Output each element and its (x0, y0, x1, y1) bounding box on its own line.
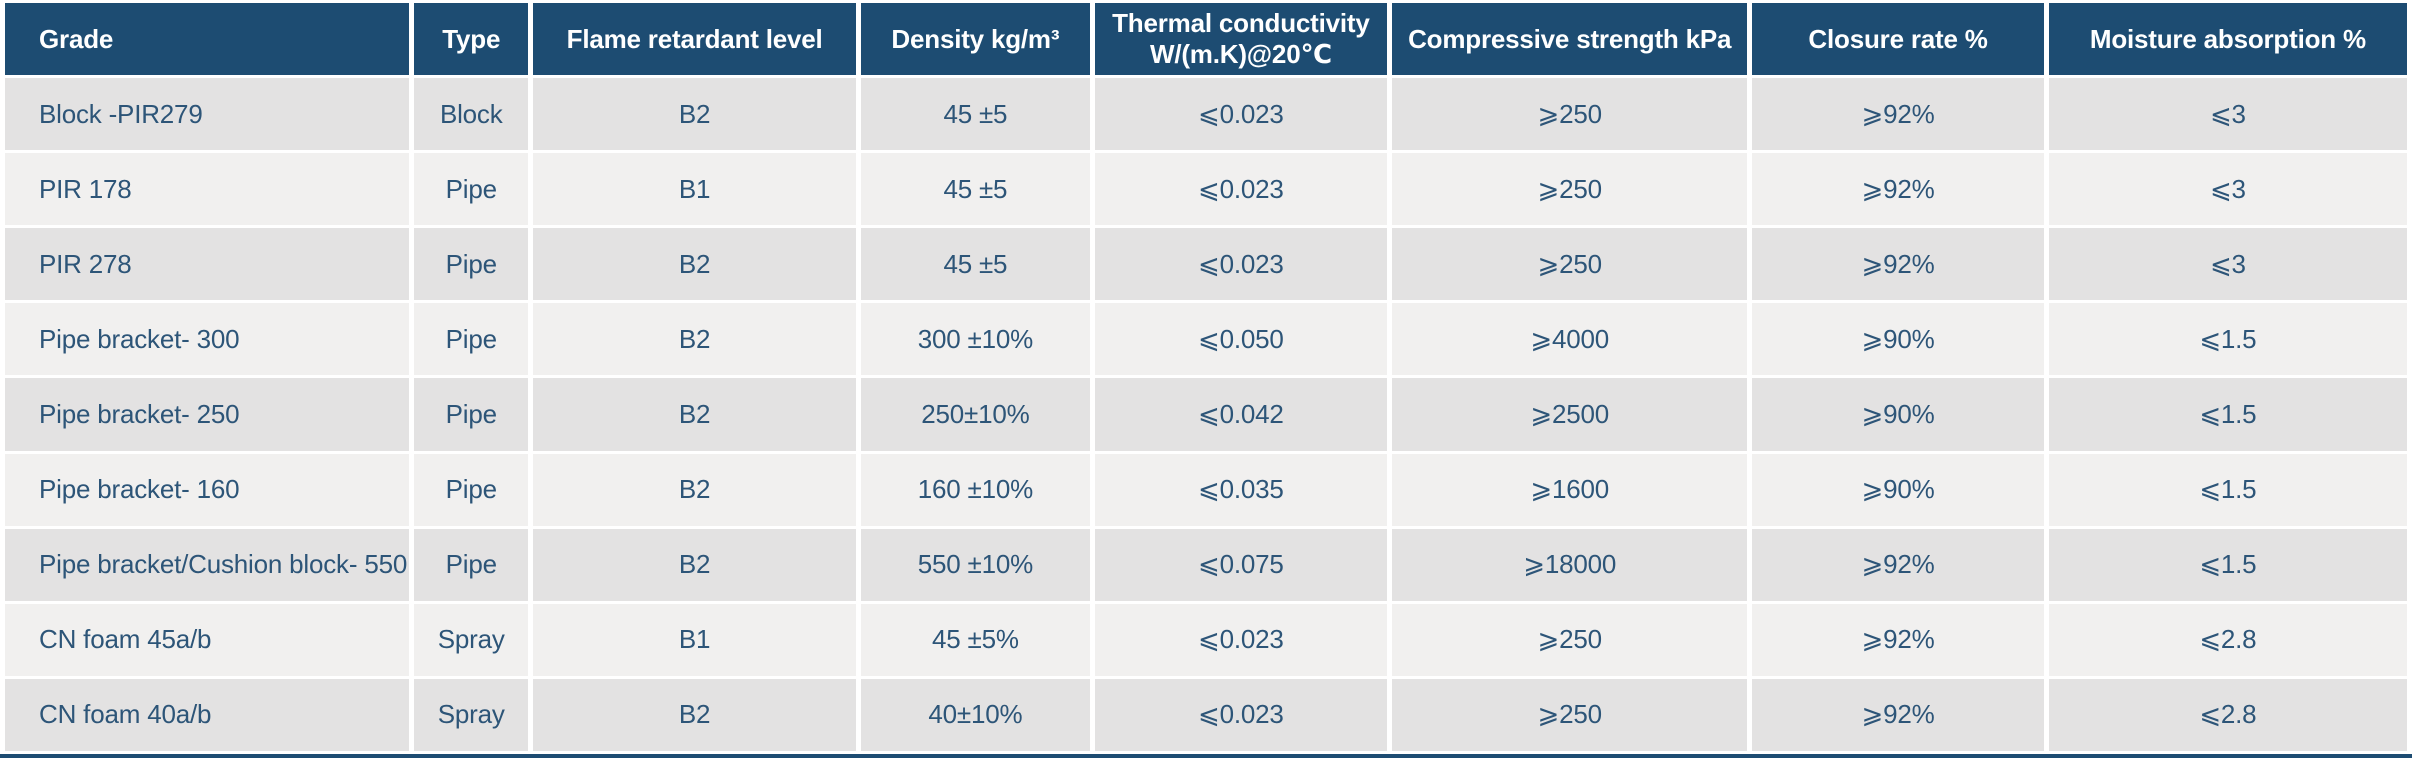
cell-grade: PIR 278 (5, 228, 410, 301)
cell-grade: Pipe bracket- 160 (5, 453, 410, 526)
cell-flame_retardant_level: B2 (533, 678, 857, 751)
column-header-density: Density kg/m³ (861, 3, 1090, 75)
cell-type: Pipe (414, 228, 529, 301)
cell-closure_rate: ⩾92% (1752, 528, 2044, 601)
table-row: PIR 178 Pipe B1 45 ±5 ⩽0.023 ⩾250 ⩾92% ⩽3 (5, 153, 2407, 226)
cell-compressive_strength: ⩾250 (1392, 228, 1748, 301)
cell-grade: CN foam 45a/b (5, 603, 410, 676)
cell-thermal_conductivity: ⩽0.023 (1094, 153, 1388, 226)
cell-closure_rate: ⩾90% (1752, 378, 2044, 451)
cell-compressive_strength: ⩾1600 (1392, 453, 1748, 526)
cell-moisture_absorption: ⩽2.8 (2048, 678, 2407, 751)
table-row: CN foam 45a/b Spray B1 45 ±5% ⩽0.023 ⩾250 ⩾92%… (5, 603, 2407, 676)
cell-density: 300 ±10% (861, 303, 1090, 376)
cell-compressive_strength: ⩾4000 (1392, 303, 1748, 376)
spec-table-body: Block -PIR279 Block B2 45 ±5 ⩽0.023 ⩾250 ⩾92% ⩽… (5, 78, 2407, 751)
cell-moisture_absorption: ⩽1.5 (2048, 453, 2407, 526)
cell-flame_retardant_level: B2 (533, 78, 857, 151)
cell-density: 40±10% (861, 678, 1090, 751)
column-header-compressive_strength: Compressive strength kPa (1392, 3, 1748, 75)
cell-density: 250±10% (861, 378, 1090, 451)
cell-type: Spray (414, 678, 529, 751)
cell-closure_rate: ⩾92% (1752, 678, 2044, 751)
cell-closure_rate: ⩾90% (1752, 453, 2044, 526)
cell-thermal_conductivity: ⩽0.023 (1094, 78, 1388, 151)
cell-grade: CN foam 40a/b (5, 678, 410, 751)
cell-closure_rate: ⩾92% (1752, 603, 2044, 676)
cell-thermal_conductivity: ⩽0.023 (1094, 228, 1388, 301)
table-row: PIR 278 Pipe B2 45 ±5 ⩽0.023 ⩾250 ⩾92% ⩽3 (5, 228, 2407, 301)
cell-type: Spray (414, 603, 529, 676)
cell-density: 45 ±5 (861, 228, 1090, 301)
cell-thermal_conductivity: ⩽0.075 (1094, 528, 1388, 601)
cell-density: 45 ±5% (861, 603, 1090, 676)
column-header-moisture_absorption: Moisture absorption % (2048, 3, 2407, 75)
cell-density: 45 ±5 (861, 78, 1090, 151)
cell-closure_rate: ⩾92% (1752, 153, 2044, 226)
table-row: Block -PIR279 Block B2 45 ±5 ⩽0.023 ⩾250 ⩾92% ⩽… (5, 78, 2407, 151)
table-row: CN foam 40a/b Spray B2 40±10% ⩽0.023 ⩾250 ⩾92%… (5, 678, 2407, 751)
table-row: Pipe bracket- 160 Pipe B2 160 ±10% ⩽0.035 ⩾16… (5, 453, 2407, 526)
cell-moisture_absorption: ⩽2.8 (2048, 603, 2407, 676)
column-header-flame_retardant_level: Flame retardant level (533, 3, 857, 75)
cell-grade: Pipe bracket/Cushion block- 550 (5, 528, 410, 601)
cell-grade: PIR 178 (5, 153, 410, 226)
cell-thermal_conductivity: ⩽0.023 (1094, 678, 1388, 751)
cell-type: Pipe (414, 453, 529, 526)
cell-compressive_strength: ⩾18000 (1392, 528, 1748, 601)
cell-grade: Pipe bracket- 250 (5, 378, 410, 451)
cell-closure_rate: ⩾92% (1752, 228, 2044, 301)
cell-flame_retardant_level: B2 (533, 303, 857, 376)
cell-moisture_absorption: ⩽3 (2048, 228, 2407, 301)
cell-type: Pipe (414, 303, 529, 376)
spec-table-header: Grade Type Flame retardant level Density kg… (5, 3, 2407, 75)
cell-density: 45 ±5 (861, 153, 1090, 226)
column-header-thermal_conductivity: Thermal conductivity W/(m.K)@20℃ (1094, 3, 1388, 75)
cell-closure_rate: ⩾90% (1752, 303, 2044, 376)
cell-density: 550 ±10% (861, 528, 1090, 601)
cell-flame_retardant_level: B2 (533, 528, 857, 601)
cell-compressive_strength: ⩾2500 (1392, 378, 1748, 451)
table-row: Pipe bracket- 300 Pipe B2 300 ±10% ⩽0.050 ⩾40… (5, 303, 2407, 376)
cell-type: Pipe (414, 153, 529, 226)
column-header-grade: Grade (5, 3, 410, 75)
cell-thermal_conductivity: ⩽0.035 (1094, 453, 1388, 526)
cell-thermal_conductivity: ⩽0.050 (1094, 303, 1388, 376)
cell-thermal_conductivity: ⩽0.023 (1094, 603, 1388, 676)
cell-thermal_conductivity: ⩽0.042 (1094, 378, 1388, 451)
cell-flame_retardant_level: B2 (533, 228, 857, 301)
cell-flame_retardant_level: B2 (533, 378, 857, 451)
cell-moisture_absorption: ⩽1.5 (2048, 528, 2407, 601)
cell-closure_rate: ⩾92% (1752, 78, 2044, 151)
cell-density: 160 ±10% (861, 453, 1090, 526)
header-row: Grade Type Flame retardant level Density kg… (5, 3, 2407, 75)
table-row: Pipe bracket- 250 Pipe B2 250±10% ⩽0.042 ⩾250… (5, 378, 2407, 451)
cell-compressive_strength: ⩾250 (1392, 153, 1748, 226)
cell-flame_retardant_level: B2 (533, 453, 857, 526)
cell-grade: Block -PIR279 (5, 78, 410, 151)
cell-moisture_absorption: ⩽3 (2048, 78, 2407, 151)
cell-grade: Pipe bracket- 300 (5, 303, 410, 376)
column-header-closure_rate: Closure rate % (1752, 3, 2044, 75)
cell-flame_retardant_level: B1 (533, 153, 857, 226)
table-row: Pipe bracket/Cushion block- 550 Pipe B2 550… (5, 528, 2407, 601)
cell-type: Pipe (414, 378, 529, 451)
cell-compressive_strength: ⩾250 (1392, 603, 1748, 676)
cell-moisture_absorption: ⩽3 (2048, 153, 2407, 226)
cell-flame_retardant_level: B1 (533, 603, 857, 676)
cell-type: Block (414, 78, 529, 151)
cell-type: Pipe (414, 528, 529, 601)
cell-moisture_absorption: ⩽1.5 (2048, 378, 2407, 451)
cell-compressive_strength: ⩾250 (1392, 678, 1748, 751)
cell-compressive_strength: ⩾250 (1392, 78, 1748, 151)
cell-moisture_absorption: ⩽1.5 (2048, 303, 2407, 376)
column-header-type: Type (414, 3, 529, 75)
